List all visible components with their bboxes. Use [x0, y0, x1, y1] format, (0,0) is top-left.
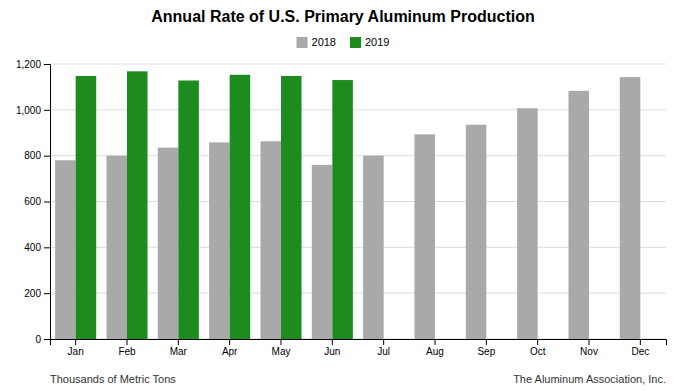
- bar: [620, 77, 641, 339]
- y-tick-mark: [44, 110, 50, 111]
- x-tick: Mar: [170, 339, 188, 357]
- x-tick-label: Dec: [631, 346, 649, 357]
- x-tick-mark: [332, 339, 333, 345]
- legend-swatch: [350, 37, 361, 48]
- x-tick: Feb: [118, 339, 136, 357]
- y-axis-line: [44, 65, 51, 340]
- bar: [158, 148, 179, 339]
- y-axis: 0 200 400 600 800 1,000 1,200: [16, 59, 51, 345]
- y-tick: 200: [24, 288, 50, 299]
- bar: [127, 71, 148, 339]
- y-tick: 400: [24, 242, 50, 253]
- y-tick-label: 1,200: [16, 59, 41, 70]
- x-tick: Sep: [477, 339, 495, 357]
- bar: [281, 76, 302, 339]
- x-tick-mark: [383, 339, 384, 345]
- legend-swatch: [297, 37, 308, 48]
- legend-label: 2018: [312, 36, 336, 48]
- grid: [50, 64, 666, 339]
- bar: [414, 134, 435, 339]
- y-tick: 800: [24, 150, 50, 161]
- y-tick-label: 400: [24, 242, 41, 253]
- y-tick-label: 0: [35, 334, 41, 345]
- y-tick: 1,000: [16, 105, 50, 116]
- x-tick-label: Aug: [426, 346, 444, 357]
- x-tick-mark: [229, 339, 230, 345]
- x-tick-mark: [127, 339, 128, 345]
- x-tick: Dec: [631, 339, 649, 357]
- x-tick-mark: [537, 339, 538, 345]
- x-tick: Nov: [580, 339, 598, 357]
- x-tick: May: [272, 339, 291, 357]
- legend-item: 2019: [350, 36, 389, 48]
- y-tick: 600: [24, 196, 50, 207]
- x-tick-mark: [435, 339, 436, 345]
- bar: [209, 142, 230, 339]
- y-tick: 1,200: [16, 59, 50, 70]
- x-tick-label: Jan: [68, 346, 84, 357]
- bar: [517, 108, 538, 339]
- x-tick-label: Feb: [118, 346, 136, 357]
- x-tick-label: May: [272, 346, 291, 357]
- grid-line: [50, 64, 666, 65]
- y-tick-mark: [44, 202, 50, 203]
- y-tick: 0: [35, 334, 50, 345]
- x-tick-mark: [281, 339, 282, 345]
- x-tick-label: Jul: [377, 346, 390, 357]
- chart: 0 200 400 600 800 1,000 1,200 Jan Feb Mar Apr May Ju…: [0, 0, 686, 391]
- x-tick: Apr: [222, 339, 238, 357]
- x-tick-label: Mar: [170, 346, 188, 357]
- legend-label: 2019: [365, 36, 389, 48]
- title: Annual Rate of U.S. Primary Aluminum Pro…: [151, 8, 534, 25]
- bar: [260, 141, 281, 339]
- bar-series: [76, 71, 353, 339]
- x-tick-mark: [75, 339, 76, 345]
- x-tick: Jul: [377, 339, 390, 357]
- y-tick-mark: [44, 247, 50, 248]
- bar: [363, 156, 384, 339]
- x-tick-label: Nov: [580, 346, 598, 357]
- x-tick-mark: [178, 339, 179, 345]
- y-tick-mark: [44, 64, 50, 65]
- y-tick-label: 600: [24, 196, 41, 207]
- x-tick-label: Apr: [222, 346, 238, 357]
- x-tick: Oct: [530, 339, 546, 357]
- bar: [106, 156, 127, 339]
- x-tick: Aug: [426, 339, 444, 357]
- x-tick-mark: [486, 339, 487, 345]
- bar: [332, 80, 353, 339]
- bar: [230, 75, 251, 339]
- y-tick-label: 200: [24, 288, 41, 299]
- bar: [55, 160, 76, 339]
- annotation: Thousands of Metric Tons: [50, 373, 176, 385]
- bars: [55, 71, 640, 339]
- y-tick-label: 800: [24, 150, 41, 161]
- bar: [178, 81, 199, 340]
- x-tick-label: Oct: [530, 346, 546, 357]
- bar: [568, 91, 589, 339]
- y-tick-label: 1,000: [16, 105, 41, 116]
- bar: [76, 76, 97, 339]
- x-tick-label: Sep: [477, 346, 495, 357]
- y-tick-mark: [44, 156, 50, 157]
- bar: [466, 125, 487, 339]
- legend: 2018 2019: [297, 36, 390, 48]
- x-tick-label: Jun: [324, 346, 340, 357]
- y-tick-mark: [44, 339, 50, 340]
- legend-item: 2018: [297, 36, 336, 48]
- annotation: The Aluminum Association, Inc.: [513, 373, 666, 385]
- x-tick: Jan: [68, 339, 84, 357]
- x-tick-mark: [589, 339, 590, 345]
- x-axis-line: [51, 340, 667, 346]
- bar: [312, 165, 333, 339]
- x-tick-mark: [640, 339, 641, 345]
- y-tick-mark: [44, 293, 50, 294]
- x-tick: Jun: [324, 339, 340, 357]
- plot-area: 0 200 400 600 800 1,000 1,200 Jan Feb Mar Apr May Ju…: [16, 59, 667, 357]
- x-axis: Jan Feb Mar Apr May Jun Jul Aug Sep Oct Nov Dec: [51, 339, 667, 357]
